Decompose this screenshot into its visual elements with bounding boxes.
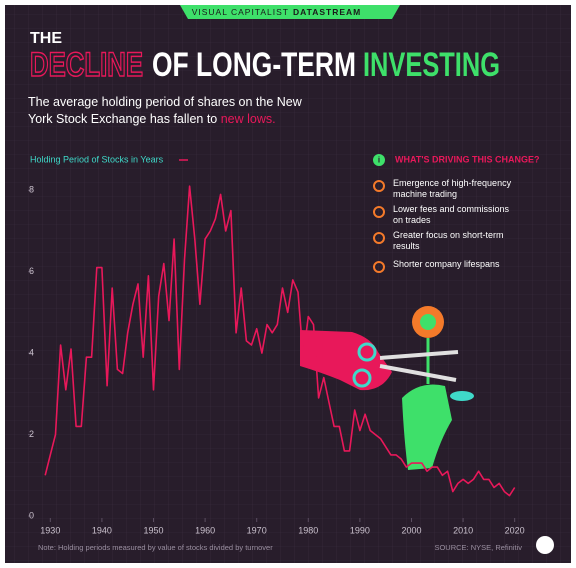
cuff bbox=[450, 391, 474, 401]
note: Note: Holding periods measured by value … bbox=[38, 543, 273, 552]
subtitle-box: The average holding period of shares on … bbox=[28, 94, 328, 128]
y-tick-label: 6 bbox=[29, 266, 34, 276]
x-tick-label: 1970 bbox=[247, 525, 267, 535]
source: SOURCE: NYSE, Refinitiv bbox=[434, 543, 522, 552]
flower-center bbox=[420, 314, 436, 330]
info-icon bbox=[373, 154, 385, 166]
logo bbox=[536, 536, 554, 554]
driver-text: Greater focus on short-term results bbox=[393, 230, 504, 251]
driver-text: Shorter company lifespans bbox=[393, 259, 500, 269]
y-tick-label: 4 bbox=[29, 348, 34, 358]
scissor-handle bbox=[357, 342, 377, 362]
title-investing: INVESTING bbox=[363, 46, 500, 84]
subtitle: The average holding period of shares on … bbox=[28, 94, 328, 128]
driver-box: Lower fees and commissions on trades bbox=[393, 204, 510, 225]
illustration bbox=[300, 306, 474, 470]
title-decline: DECLINE bbox=[30, 46, 143, 84]
title-the: THE bbox=[30, 30, 62, 47]
driver-icon bbox=[373, 180, 385, 192]
info-icon-glyph: i bbox=[378, 156, 380, 165]
driver-icon bbox=[373, 206, 385, 218]
x-tick-label: 1960 bbox=[195, 525, 215, 535]
title-middle: OF LONG-TERM bbox=[152, 46, 356, 84]
data-line bbox=[44, 185, 516, 497]
x-tick-label: 2000 bbox=[401, 525, 421, 535]
driver-box: Greater focus on short-term results bbox=[393, 230, 504, 251]
subtitle-highlight: new lows. bbox=[220, 112, 276, 126]
header-stream: DATASTREAM bbox=[293, 7, 361, 17]
scissor-blades bbox=[379, 350, 459, 382]
driver-text: Lower fees and commissions on trades bbox=[393, 204, 510, 225]
y-tick-label: 2 bbox=[29, 429, 34, 439]
x-tick-label: 1940 bbox=[92, 525, 112, 535]
header-brand: VISUAL CAPITALIST bbox=[192, 7, 289, 17]
x-tick-label: 1950 bbox=[143, 525, 163, 535]
drivers-heading: WHAT'S DRIVING THIS CHANGE? bbox=[395, 154, 539, 164]
driver-box: Emergence of high-frequency machine trad… bbox=[393, 178, 512, 199]
y-axis-label: Holding Period of Stocks in Years bbox=[30, 154, 164, 164]
x-tick-label: 1990 bbox=[350, 525, 370, 535]
green-hand bbox=[402, 384, 452, 470]
driver-box: Shorter company lifespans bbox=[393, 259, 500, 269]
background-grid bbox=[5, 5, 571, 563]
scissor-handle bbox=[352, 368, 372, 388]
y-tick-label: 8 bbox=[29, 185, 34, 195]
driver-icon bbox=[373, 261, 385, 273]
driver-text: Emergence of high-frequency machine trad… bbox=[393, 178, 512, 199]
subtitle-text: The average holding period of shares on … bbox=[28, 95, 302, 126]
x-tick-label: 1930 bbox=[40, 525, 60, 535]
x-tick-label: 2010 bbox=[453, 525, 473, 535]
x-tick-label: 2020 bbox=[505, 525, 525, 535]
header-tab bbox=[180, 5, 400, 19]
y-tick-label: 0 bbox=[29, 510, 34, 520]
driver-icon bbox=[373, 232, 385, 244]
x-tick-label: 1980 bbox=[298, 525, 318, 535]
